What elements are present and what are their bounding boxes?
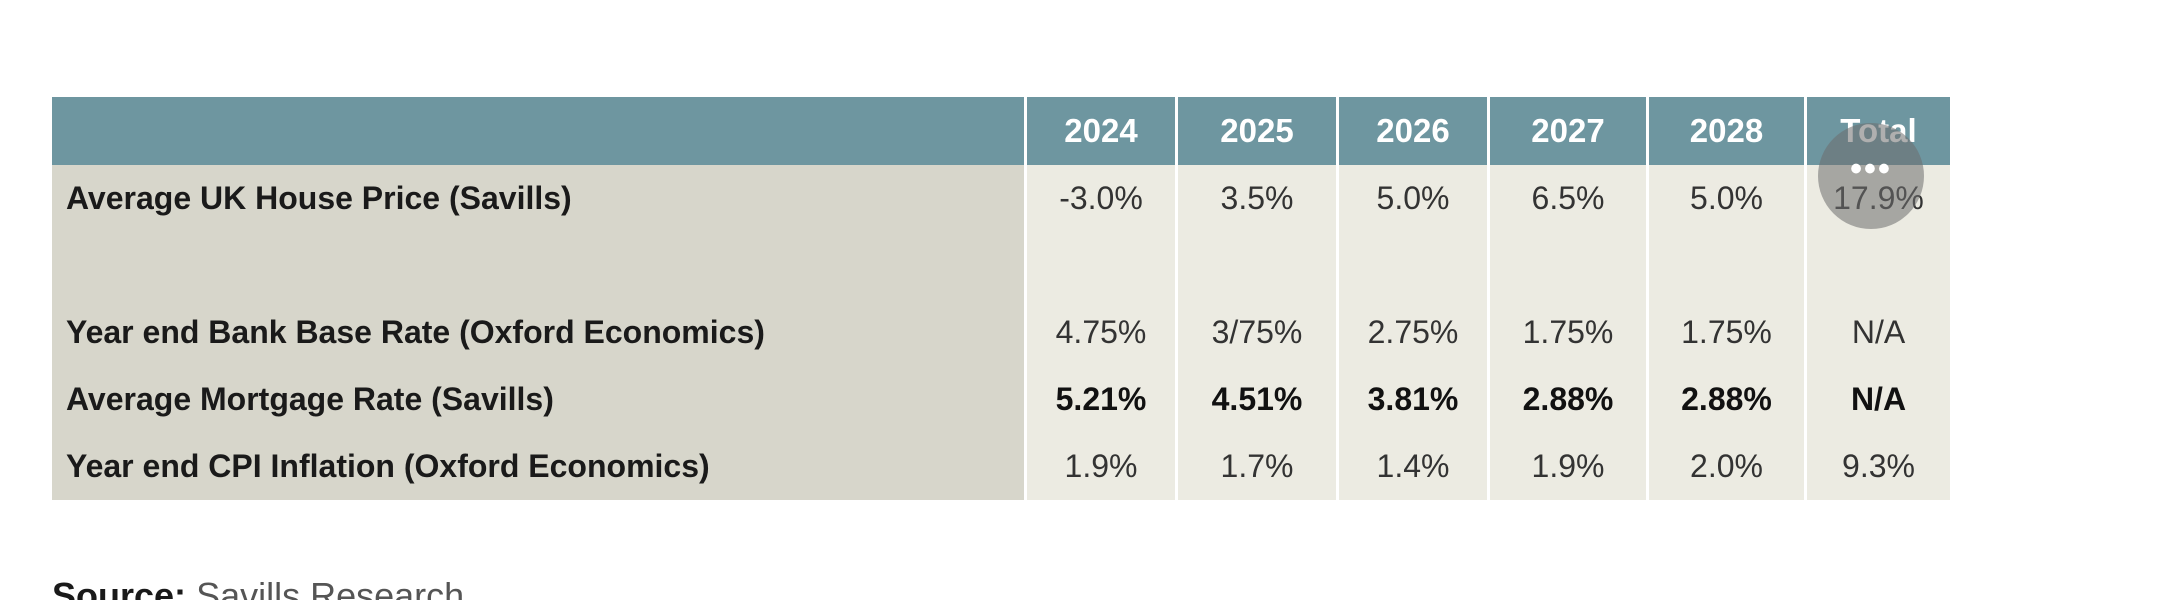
header-year-2026: 2026 bbox=[1339, 97, 1490, 165]
table-row: Average UK House Price (Savills) -3.0% 3… bbox=[52, 165, 1950, 232]
row-label: Year end Bank Base Rate (Oxford Economic… bbox=[52, 299, 1027, 366]
table-cell: 6.5% bbox=[1490, 165, 1649, 232]
spacer-cell bbox=[1490, 232, 1649, 299]
spacer-cell bbox=[1649, 232, 1807, 299]
table-cell: N/A bbox=[1807, 299, 1950, 366]
table-row: Year end Bank Base Rate (Oxford Economic… bbox=[52, 299, 1950, 366]
spacer-cell bbox=[1339, 232, 1490, 299]
table-cell: 3.5% bbox=[1178, 165, 1339, 232]
header-year-2025: 2025 bbox=[1178, 97, 1339, 165]
table-cell: 4.75% bbox=[1027, 299, 1178, 366]
table-cell: 3.81% bbox=[1339, 366, 1490, 433]
row-label: Year end CPI Inflation (Oxford Economics… bbox=[52, 433, 1027, 500]
table-cell: 9.3% bbox=[1807, 433, 1950, 500]
table-cell: 5.0% bbox=[1339, 165, 1490, 232]
table-cell: 1.9% bbox=[1490, 433, 1649, 500]
source-caption: Source: Savills Research bbox=[52, 578, 464, 600]
table-cell: N/A bbox=[1807, 366, 1950, 433]
table-cell: 2.88% bbox=[1649, 366, 1807, 433]
forecast-table: 2024 2025 2026 2027 2028 Total Average U… bbox=[52, 97, 1950, 500]
table-row: Average Mortgage Rate (Savills) 5.21% 4.… bbox=[52, 366, 1950, 433]
table-cell: -3.0% bbox=[1027, 165, 1178, 232]
more-options-button[interactable]: ••• bbox=[1818, 123, 1924, 229]
table-cell: 4.51% bbox=[1178, 366, 1339, 433]
table-cell: 5.0% bbox=[1649, 165, 1807, 232]
table-row: Year end CPI Inflation (Oxford Economics… bbox=[52, 433, 1950, 500]
table-cell: 2.75% bbox=[1339, 299, 1490, 366]
header-year-2028: 2028 bbox=[1649, 97, 1807, 165]
table-cell: 1.4% bbox=[1339, 433, 1490, 500]
table-cell: 5.21% bbox=[1027, 366, 1178, 433]
table-cell: 3/75% bbox=[1178, 299, 1339, 366]
table-cell: 1.7% bbox=[1178, 433, 1339, 500]
spacer-cell bbox=[52, 232, 1027, 299]
spacer-cell bbox=[1807, 232, 1950, 299]
table-cell: 1.75% bbox=[1649, 299, 1807, 366]
spacer-cell bbox=[1178, 232, 1339, 299]
header-label-cell bbox=[52, 97, 1027, 165]
table-spacer-row bbox=[52, 232, 1950, 299]
table-cell: 2.88% bbox=[1490, 366, 1649, 433]
row-label: Average Mortgage Rate (Savills) bbox=[52, 366, 1027, 433]
table-cell: 1.75% bbox=[1490, 299, 1649, 366]
more-horizontal-icon: ••• bbox=[1850, 150, 1892, 188]
spacer-cell bbox=[1027, 232, 1178, 299]
header-year-2024: 2024 bbox=[1027, 97, 1178, 165]
table-header-row: 2024 2025 2026 2027 2028 Total bbox=[52, 97, 1950, 165]
table-cell: 2.0% bbox=[1649, 433, 1807, 500]
source-value: Savills Research bbox=[196, 575, 465, 600]
row-label: Average UK House Price (Savills) bbox=[52, 165, 1027, 232]
header-year-2027: 2027 bbox=[1490, 97, 1649, 165]
table-cell: 1.9% bbox=[1027, 433, 1178, 500]
source-label: Source: bbox=[52, 575, 187, 600]
